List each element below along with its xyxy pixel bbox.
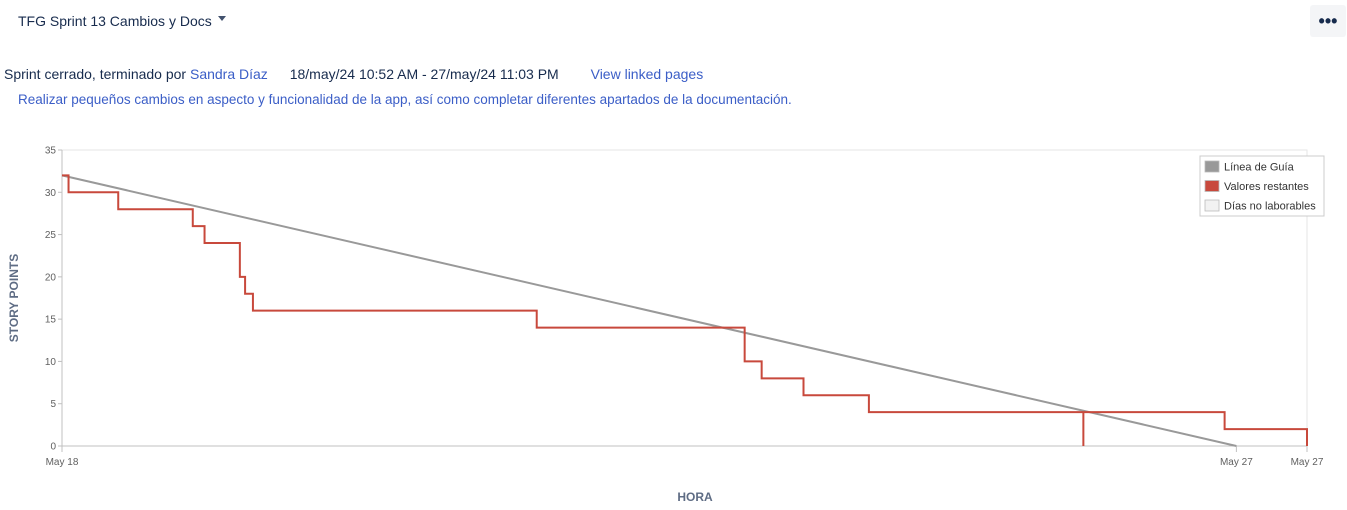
x-tick-label: May 27 — [1220, 457, 1253, 468]
y-tick-label: 30 — [45, 188, 57, 199]
chevron-down-icon — [217, 15, 226, 21]
plot-frame — [61, 149, 1308, 447]
y-tick-label: 15 — [45, 315, 57, 326]
view-linked-pages-link[interactable]: View linked pages — [590, 66, 704, 82]
sprint-selector[interactable]: TFG Sprint 13 Cambios y Docs — [18, 13, 226, 29]
y-tick-label: 5 — [50, 399, 56, 410]
more-actions-button[interactable]: ••• — [1310, 5, 1346, 37]
legend-swatch-non-working — [1204, 199, 1220, 212]
x-axis-title: HORA — [677, 490, 713, 504]
y-tick-label: 25 — [45, 230, 57, 241]
more-icon: ••• — [1318, 11, 1338, 31]
legend-label: Días no laborables — [1224, 201, 1316, 213]
legend-label: Valores restantes — [1224, 181, 1309, 193]
legend-swatch-guide — [1204, 160, 1220, 173]
remaining-values-line — [62, 174, 1308, 446]
y-tick-label: 10 — [45, 357, 57, 368]
sprint-name: TFG Sprint 13 Cambios y Docs — [18, 13, 212, 29]
sprint-owner-link[interactable]: Sandra Díaz — [189, 66, 268, 82]
y-tick-label: 0 — [50, 442, 56, 453]
guide-line — [61, 174, 1237, 447]
sprint-goal: Realizar pequeños cambios en aspecto y f… — [18, 92, 792, 107]
chart-legend: Línea de Guía Valores restantes Días no la… — [1199, 155, 1325, 217]
sprint-info: Sprint cerrado, terminado por Sandra Día… — [4, 66, 703, 82]
x-tick-label: May 18 — [46, 457, 79, 468]
legend-label: Línea de Guía — [1224, 162, 1295, 174]
sprint-status-text: Sprint cerrado, terminado por — [4, 66, 187, 82]
y-tick-label: 20 — [45, 272, 57, 283]
y-tick-label: 35 — [45, 146, 57, 157]
legend-box — [1199, 155, 1325, 217]
x-tick-label: May 27 — [1291, 457, 1324, 468]
sprint-dates: 18/may/24 10:52 AM - 27/may/24 11:03 PM — [289, 66, 559, 82]
legend-swatch-remaining — [1204, 180, 1220, 192]
y-axis-title: STORY POINTS — [7, 254, 21, 342]
